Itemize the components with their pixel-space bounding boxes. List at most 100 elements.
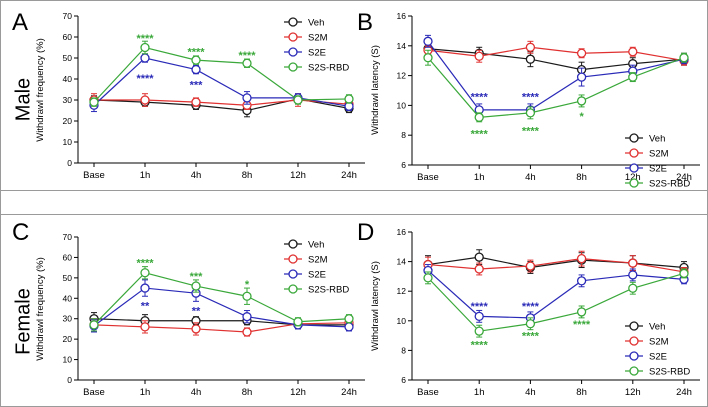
data-point [191, 64, 201, 75]
series-line-veh [427, 48, 685, 71]
y-tick-label: 50 [63, 53, 73, 63]
y-tick-label: 20 [63, 116, 73, 126]
x-tick-label: 4h [525, 172, 536, 183]
panel-d: D 6 8 10 12 14 16 Base 1h 4h 8h 12h 24h Withdrawl lat… [357, 219, 700, 398]
legend-marker [288, 47, 298, 57]
data-point [525, 42, 536, 52]
data-point [423, 273, 433, 283]
x-tick-label: Base [83, 170, 105, 181]
significance-label: **** [136, 258, 154, 270]
data-point [525, 54, 536, 64]
data-point [242, 327, 252, 337]
series-line-s2s-rbd [93, 46, 350, 103]
legend-label: S2S-RBD [649, 179, 690, 190]
data-point [242, 312, 252, 322]
series-line-s2m [93, 322, 350, 333]
data-point [140, 53, 150, 63]
series-line-s2e [427, 40, 685, 111]
data-point [474, 311, 484, 322]
legend-label: S2M [308, 33, 328, 44]
series-line-s2e [93, 287, 350, 328]
y-tick-label: 0 [67, 158, 72, 168]
data-point [576, 276, 587, 286]
legend-label: S2E [649, 352, 667, 363]
legend-marker [288, 62, 298, 72]
y-tick-label: 70 [63, 232, 73, 242]
y-tick-label: 30 [63, 95, 73, 105]
data-point [576, 307, 587, 317]
panel-a: A 0 10 20 30 40 50 60 70 Base 1h 4h 8h 12h 24h Withdraw… [12, 9, 365, 181]
significance-label: **** [136, 33, 154, 45]
significance-label: ** [192, 306, 201, 318]
legend-marker [629, 351, 639, 361]
panel-c: C 0 10 20 30 40 50 60 70 Base 1h 4h 8h 12h 24h Withdraw… [12, 219, 365, 398]
y-tick-label: 70 [63, 11, 73, 21]
significance-label: **** [238, 50, 256, 62]
series-s2s-rbd [89, 266, 354, 332]
series-veh [89, 94, 354, 118]
data-point [576, 96, 587, 106]
data-point [628, 283, 638, 293]
y-tick-label: 16 [397, 11, 407, 21]
y-tick-label: 14 [397, 257, 407, 267]
data-point [140, 322, 150, 332]
x-tick-label: 4h [525, 387, 536, 398]
data-point [242, 291, 252, 301]
data-point [191, 281, 201, 291]
significance-label: **** [522, 91, 540, 103]
legend-marker [288, 284, 298, 294]
legend-marker [288, 254, 298, 264]
y-tick-label: 10 [397, 100, 407, 110]
panel-letter-c: C [12, 219, 29, 246]
data-point [628, 270, 638, 280]
y-tick-label: 60 [63, 32, 73, 42]
y-tick-label: 12 [397, 286, 407, 296]
data-point [344, 322, 354, 332]
x-tick-label: 12h [290, 387, 306, 398]
x-tick-label: Base [417, 172, 439, 183]
data-point [140, 42, 150, 53]
significance-label: **** [522, 126, 540, 138]
series-line-s2s-rbd [427, 272, 685, 332]
x-tick-label: 12h [625, 172, 641, 183]
legend-marker [629, 366, 639, 376]
x-tick-label: 1h [140, 387, 151, 398]
significance-label: **** [471, 339, 489, 351]
y-tick-label: 50 [63, 273, 73, 283]
legend-marker [288, 269, 298, 279]
data-point [89, 320, 99, 330]
data-point [344, 94, 354, 104]
legend-label: Veh [308, 18, 324, 29]
x-tick-label: 24h [676, 387, 692, 398]
series-s2s-rbd [423, 49, 689, 123]
legend-c: Veh S2M S2E S2S-RBD [284, 239, 349, 296]
series-s2e [423, 34, 689, 117]
legend-label: S2S-RBD [649, 367, 690, 378]
legend-marker [629, 163, 639, 173]
data-point [576, 72, 587, 82]
data-point [474, 112, 484, 122]
legend-marker [288, 32, 298, 42]
panel-b: B 6 8 10 12 14 16 Base 1h 4h 8h 12h 24h Withdrawl lat… [357, 9, 700, 190]
legend-label: S2S-RBD [308, 285, 349, 296]
data-point [140, 283, 150, 293]
x-tick-label: 4h [191, 387, 202, 398]
data-point [474, 252, 484, 262]
legend-label: S2M [308, 255, 328, 266]
data-point [525, 108, 536, 118]
series-veh [423, 249, 689, 274]
data-point [191, 324, 201, 334]
divider-row2 [0, 214, 708, 215]
data-point [89, 97, 99, 107]
series-line-s2m [94, 99, 350, 106]
y-axis-label: Withdrawl frequency (%) [35, 38, 46, 141]
y-tick-label: 10 [63, 355, 73, 365]
series-s2m [423, 40, 689, 66]
series-s2s-rbd [423, 268, 689, 338]
data-point [140, 95, 150, 105]
legend-label: S2E [308, 48, 326, 59]
legend-marker [629, 336, 639, 346]
data-point [191, 97, 201, 107]
significance-label: **** [471, 129, 489, 141]
x-tick-label: 8h [576, 387, 587, 398]
